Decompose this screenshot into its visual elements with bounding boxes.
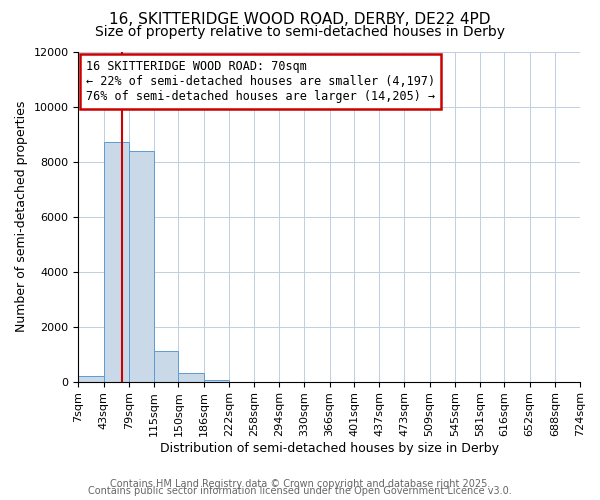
Text: 16, SKITTERIDGE WOOD ROAD, DERBY, DE22 4PD: 16, SKITTERIDGE WOOD ROAD, DERBY, DE22 4… bbox=[109, 12, 491, 28]
Bar bbox=[203, 380, 229, 382]
Bar bbox=[104, 142, 129, 382]
Y-axis label: Number of semi-detached properties: Number of semi-detached properties bbox=[15, 101, 28, 332]
Bar bbox=[79, 376, 104, 382]
X-axis label: Distribution of semi-detached houses by size in Derby: Distribution of semi-detached houses by … bbox=[160, 442, 499, 455]
Text: Contains HM Land Registry data © Crown copyright and database right 2025.: Contains HM Land Registry data © Crown c… bbox=[110, 479, 490, 489]
Bar bbox=[129, 150, 154, 382]
Bar bbox=[178, 374, 203, 382]
Bar bbox=[154, 352, 178, 382]
Text: 16 SKITTERIDGE WOOD ROAD: 70sqm
← 22% of semi-detached houses are smaller (4,197: 16 SKITTERIDGE WOOD ROAD: 70sqm ← 22% of… bbox=[86, 60, 435, 103]
Text: Contains public sector information licensed under the Open Government Licence v3: Contains public sector information licen… bbox=[88, 486, 512, 496]
Text: Size of property relative to semi-detached houses in Derby: Size of property relative to semi-detach… bbox=[95, 25, 505, 39]
